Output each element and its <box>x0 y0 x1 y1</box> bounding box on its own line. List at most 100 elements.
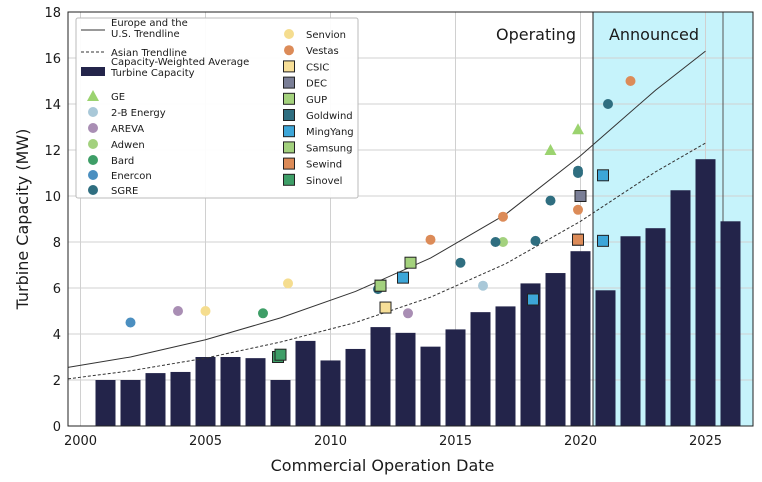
legend-item-areva: AREVA <box>88 123 144 135</box>
legend-label-gup: GUP <box>306 95 327 106</box>
legend-label-goldwind: Goldwind <box>306 111 353 122</box>
x-tick-label-2000: 2000 <box>64 434 97 449</box>
bar-2025 <box>695 159 716 426</box>
legend-item-ge: GE <box>87 90 125 103</box>
bar-2009 <box>295 340 316 426</box>
legend-marker-adwen <box>88 139 98 149</box>
y-tick-label-8: 8 <box>53 236 61 251</box>
legend-marker-ge <box>87 90 99 101</box>
point-samsung-0 <box>374 279 387 292</box>
bar-2002 <box>120 380 141 426</box>
legend-marker-senvion <box>284 29 294 39</box>
legend-label-vestas: Vestas <box>306 46 339 57</box>
bar-2019 <box>545 273 566 426</box>
legend-item-asian-trendline: Asian Trendline <box>81 48 187 59</box>
bar-2021 <box>595 290 616 426</box>
point-mingyang-1 <box>527 293 539 306</box>
bar-2003 <box>145 373 166 426</box>
point-senvion-1 <box>283 278 293 289</box>
legend-marker-vestas <box>284 45 294 56</box>
y-tick-label-16: 16 <box>44 52 61 67</box>
y-tick-label-6: 6 <box>53 282 61 297</box>
legend-item-enercon: Enercon <box>88 170 152 182</box>
legend-label-senvion: Senvion <box>306 30 346 41</box>
legend-item-samsung: Samsung <box>283 141 352 154</box>
legend-item-vestas: Vestas <box>284 45 339 57</box>
legend-label-capacity-weighted-average-turbine-capacity-line0: Capacity-Weighted Average <box>111 57 249 68</box>
legend-item-senvion: Senvion <box>284 29 346 41</box>
bar-2026 <box>720 221 741 426</box>
legend-label-adwen: Adwen <box>111 140 145 151</box>
plot-frame <box>67 11 754 427</box>
point-sgre-7 <box>603 99 613 109</box>
y-tick-label-10: 10 <box>44 190 61 205</box>
bar-2020 <box>570 251 591 426</box>
bar-2007 <box>245 358 266 426</box>
legend-item-sinovel: Sinovel <box>283 173 342 187</box>
bar-2010 <box>320 360 341 426</box>
y-axis-title: Turbine Capacity (MW) <box>13 129 32 311</box>
point-vestas-2 <box>573 204 583 215</box>
point-sewind-0 <box>572 233 584 246</box>
point-sgre-4 <box>545 195 556 206</box>
legend-label-sinovel: Sinovel <box>306 176 342 187</box>
legend-label-asian-trendline: Asian Trendline <box>111 48 187 59</box>
point-areva-1 <box>403 308 413 319</box>
bar-2001 <box>95 380 116 426</box>
legend-marker-gup <box>283 92 295 105</box>
bar-2016 <box>470 312 491 426</box>
legend-item-2-b-energy: 2-B Energy <box>88 107 166 119</box>
legend-marker-2-b-energy <box>88 107 98 117</box>
legend-marker-enercon <box>88 170 98 180</box>
legend-item-adwen: Adwen <box>88 139 145 151</box>
legend-label-samsung: Samsung <box>306 143 352 154</box>
bar-2008 <box>270 380 291 426</box>
bar-2013 <box>395 332 416 426</box>
legend-item-dec: DEC <box>283 76 327 90</box>
point-bard-0 <box>258 308 268 319</box>
legend-label-ge: GE <box>111 92 125 103</box>
legend-label-europe-and-the-u-s-trendline-line1: U.S. Trendline <box>111 29 180 40</box>
legend-marker-dec <box>283 76 295 89</box>
legend-marker-bard <box>88 155 98 165</box>
y-tick-label-4: 4 <box>53 328 61 343</box>
point-sgre-6 <box>573 168 583 178</box>
legend-label-enercon: Enercon <box>111 171 152 182</box>
legend-marker-sewind <box>283 157 295 170</box>
x-tick-label-2005: 2005 <box>189 434 222 449</box>
point-sgre-3 <box>530 235 541 246</box>
legend-item-sewind: Sewind <box>283 157 342 171</box>
legend-label-capacity-weighted-average-turbine-capacity-line1: Turbine Capacity <box>110 68 195 79</box>
point-enercon-0 <box>125 317 136 328</box>
bar-2023 <box>645 228 666 426</box>
bar-2022 <box>620 236 641 426</box>
bar-2017 <box>495 306 516 426</box>
bar-2014 <box>420 346 441 426</box>
trendline-asian-trendline <box>67 142 706 380</box>
bar-2005 <box>195 357 216 426</box>
bar-2012 <box>370 327 391 426</box>
legend-label-europe-and-the-u-s-trendline-line0: Europe and the <box>111 18 188 29</box>
region-label-announced: Announced <box>609 25 699 44</box>
point-senvion-0 <box>200 306 211 316</box>
legend-marker-areva <box>88 123 98 133</box>
point-adwen-0 <box>498 237 508 247</box>
point-areva-0 <box>173 306 183 316</box>
point-gup-1 <box>404 256 417 269</box>
legend-label-bard: Bard <box>111 156 134 167</box>
bar-2024 <box>670 190 691 426</box>
point-vestas-3 <box>625 76 636 86</box>
legend-item-sgre: SGRE <box>88 185 138 197</box>
bar-2004 <box>170 371 191 426</box>
y-tick-label-18: 18 <box>44 6 61 21</box>
legend-label-dec: DEC <box>306 79 327 90</box>
legend-marker-csic <box>283 60 295 73</box>
trendline-europe-and-the-u-s-trendline <box>67 50 706 368</box>
point-sgre-2 <box>490 237 501 247</box>
y-tick-label-12: 12 <box>44 144 61 159</box>
legend-label-areva: AREVA <box>111 124 144 135</box>
y-tick-label-14: 14 <box>44 98 61 113</box>
bar-2015 <box>445 329 466 426</box>
